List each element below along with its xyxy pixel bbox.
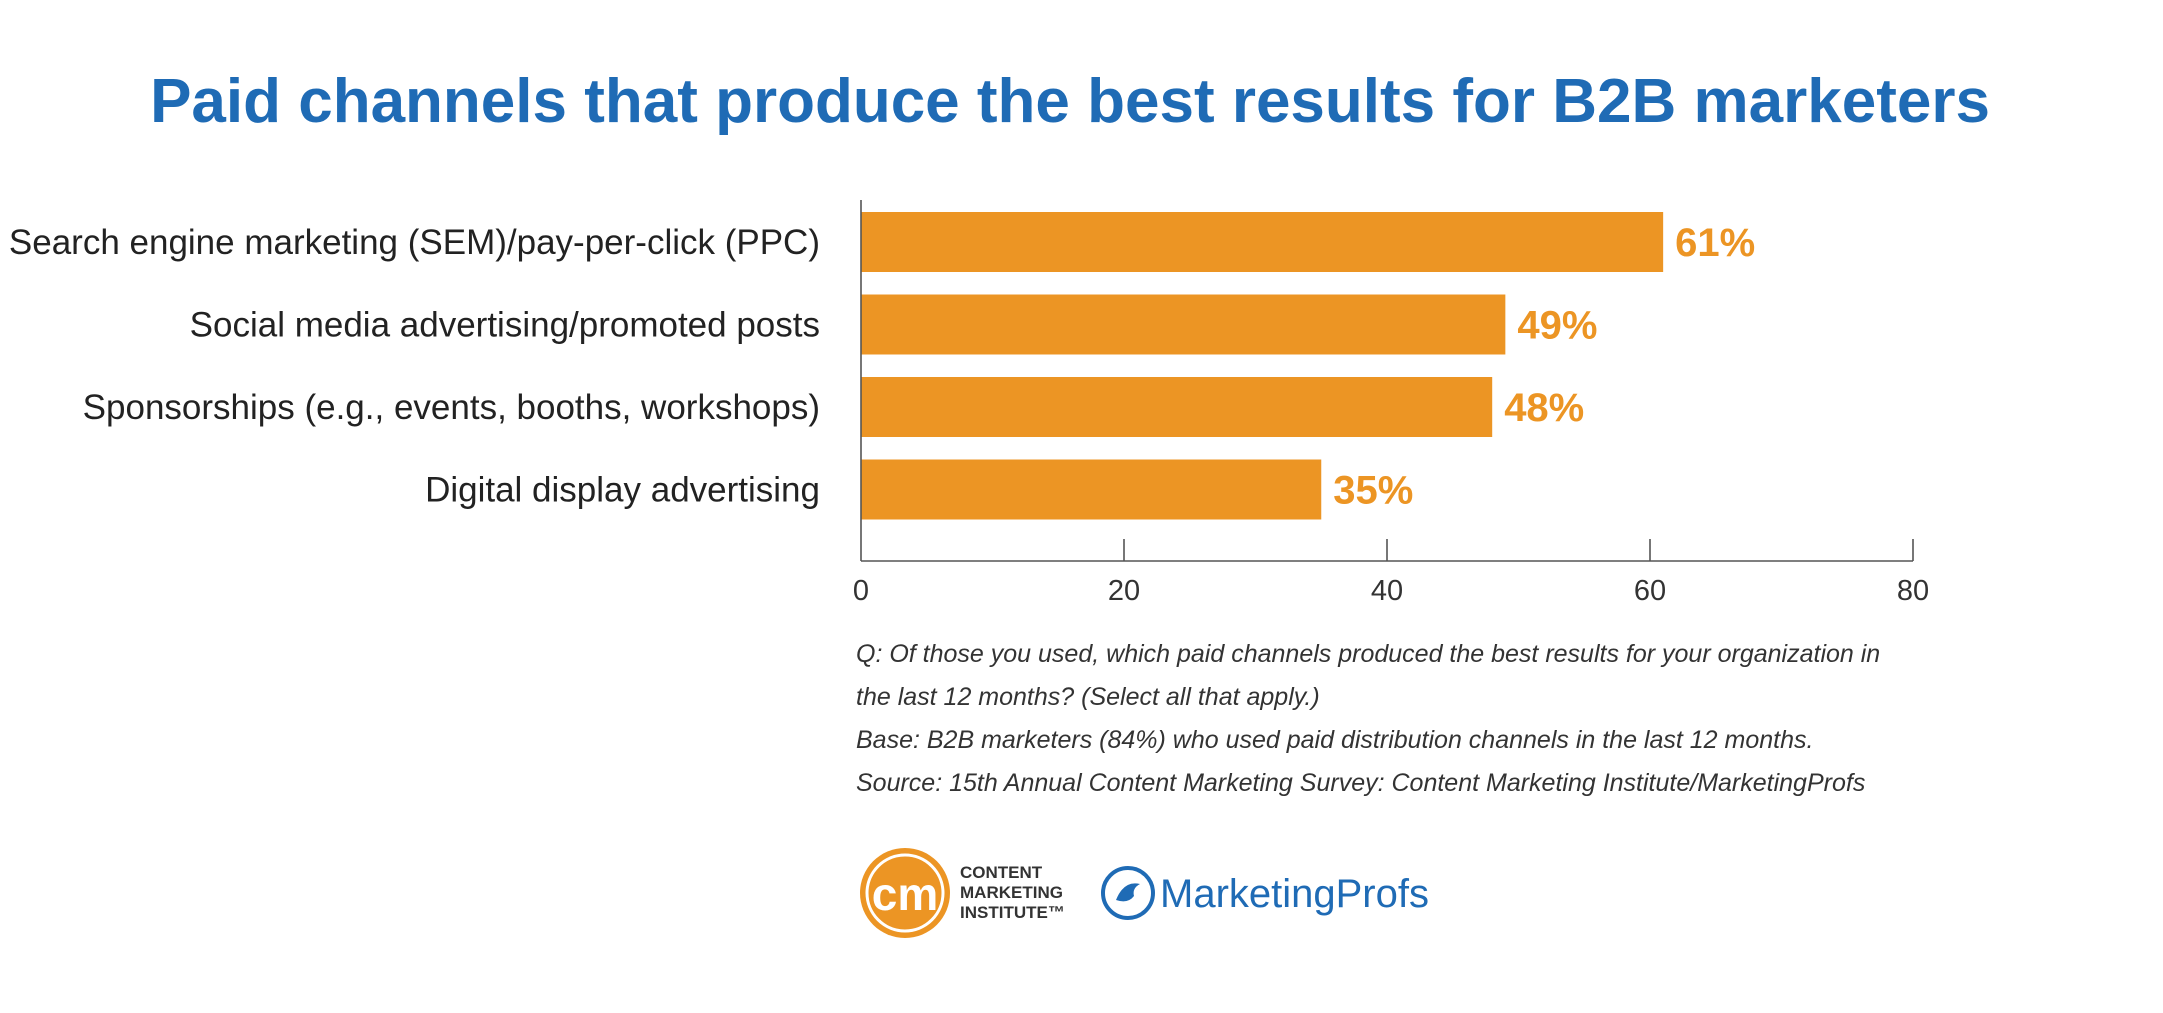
x-tick-label-0: 0 <box>853 575 869 607</box>
cmi-logo-line-1: CONTENT <box>960 863 1043 882</box>
x-tick-label-1: 20 <box>1108 575 1140 607</box>
cmi-logo-ring <box>865 853 945 933</box>
category-label-0: Search engine marketing (SEM)/pay-per-cl… <box>9 223 820 262</box>
value-label-0: 61% <box>1675 221 1755 265</box>
value-label-2: 48% <box>1504 386 1584 430</box>
value-labels: 61% 49% 48% 35% <box>1333 221 1755 513</box>
cmi-logo-monogram: cm <box>872 868 938 920</box>
source-note: Source: 15th Annual Content Marketing Su… <box>856 769 1865 797</box>
question-note-line-1: Q: Of those you used, which paid channel… <box>856 640 1880 668</box>
x-axis-ticks: 0 20 40 60 80 <box>853 539 1929 607</box>
category-label-3: Digital display advertising <box>425 471 820 510</box>
cmi-logo-circle <box>860 848 950 938</box>
chart-title: Paid channels that produce the best resu… <box>150 67 1990 136</box>
marketingprofs-bird-icon <box>1101 866 1155 920</box>
question-note-line-2: the last 12 months? (Select all that app… <box>856 683 1320 711</box>
base-note: Base: B2B marketers (84%) who used paid … <box>856 726 1813 754</box>
x-tick-label-3: 60 <box>1634 575 1666 607</box>
marketingprofs-logo-text: MarketingProfs <box>1160 872 1429 916</box>
x-tick-label-2: 40 <box>1371 575 1403 607</box>
bars-layer <box>861 212 1664 520</box>
cmi-logo-line-2: MARKETING <box>960 883 1063 902</box>
bar-0 <box>861 212 1664 272</box>
value-label-3: 35% <box>1333 469 1413 513</box>
bar-2 <box>861 377 1493 437</box>
cmi-logo-line-3: INSTITUTE™ <box>960 903 1065 922</box>
x-tick-label-4: 80 <box>1897 575 1929 607</box>
category-label-2: Sponsorships (e.g., events, booths, work… <box>83 388 820 427</box>
category-labels: Search engine marketing (SEM)/pay-per-cl… <box>9 223 820 510</box>
cmi-logo: cm CONTENT MARKETING INSTITUTE™ <box>860 848 1065 938</box>
value-label-1: 49% <box>1517 304 1597 348</box>
category-label-1: Social media advertising/promoted posts <box>190 306 820 345</box>
marketingprofs-bird-shape <box>1116 883 1140 902</box>
bar-3 <box>861 459 1322 520</box>
bar-1 <box>861 294 1506 355</box>
marketingprofs-logo: MarketingProfs <box>1101 866 1429 920</box>
footnotes: Q: Of those you used, which paid channel… <box>856 640 1880 797</box>
